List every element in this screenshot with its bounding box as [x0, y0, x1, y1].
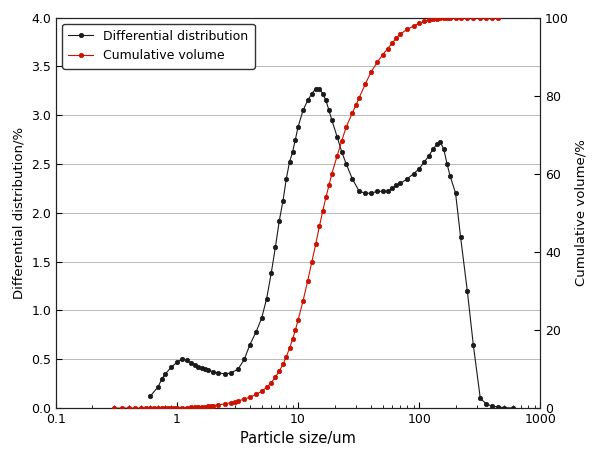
Cumulative volume — [110, 405, 117, 411]
Cumulative volume — [137, 405, 144, 411]
Y-axis label: Differential distribution/%: Differential distribution/% — [13, 127, 26, 299]
Line: Cumulative volume: Cumulative volume — [112, 15, 500, 410]
Differential distribution — [312, 86, 319, 91]
Differential distribution — [183, 358, 190, 363]
Cumulative volume — [470, 15, 477, 20]
Legend: Differential distribution, Cumulative volume: Differential distribution, Cumulative vo… — [62, 24, 255, 68]
Cumulative volume — [289, 336, 296, 342]
Differential distribution — [276, 218, 283, 224]
Differential distribution — [510, 405, 517, 411]
Y-axis label: Cumulative volume/%: Cumulative volume/% — [574, 140, 587, 286]
Cumulative volume — [125, 405, 133, 411]
Differential distribution — [384, 189, 391, 194]
Differential distribution — [146, 394, 154, 399]
Differential distribution — [325, 107, 332, 113]
X-axis label: Particle size/um: Particle size/um — [240, 431, 356, 447]
Cumulative volume — [393, 35, 400, 40]
Cumulative volume — [430, 17, 437, 22]
Differential distribution — [433, 142, 440, 147]
Cumulative volume — [158, 405, 166, 411]
Differential distribution — [374, 189, 381, 194]
Line: Differential distribution: Differential distribution — [148, 87, 515, 410]
Cumulative volume — [494, 15, 502, 20]
